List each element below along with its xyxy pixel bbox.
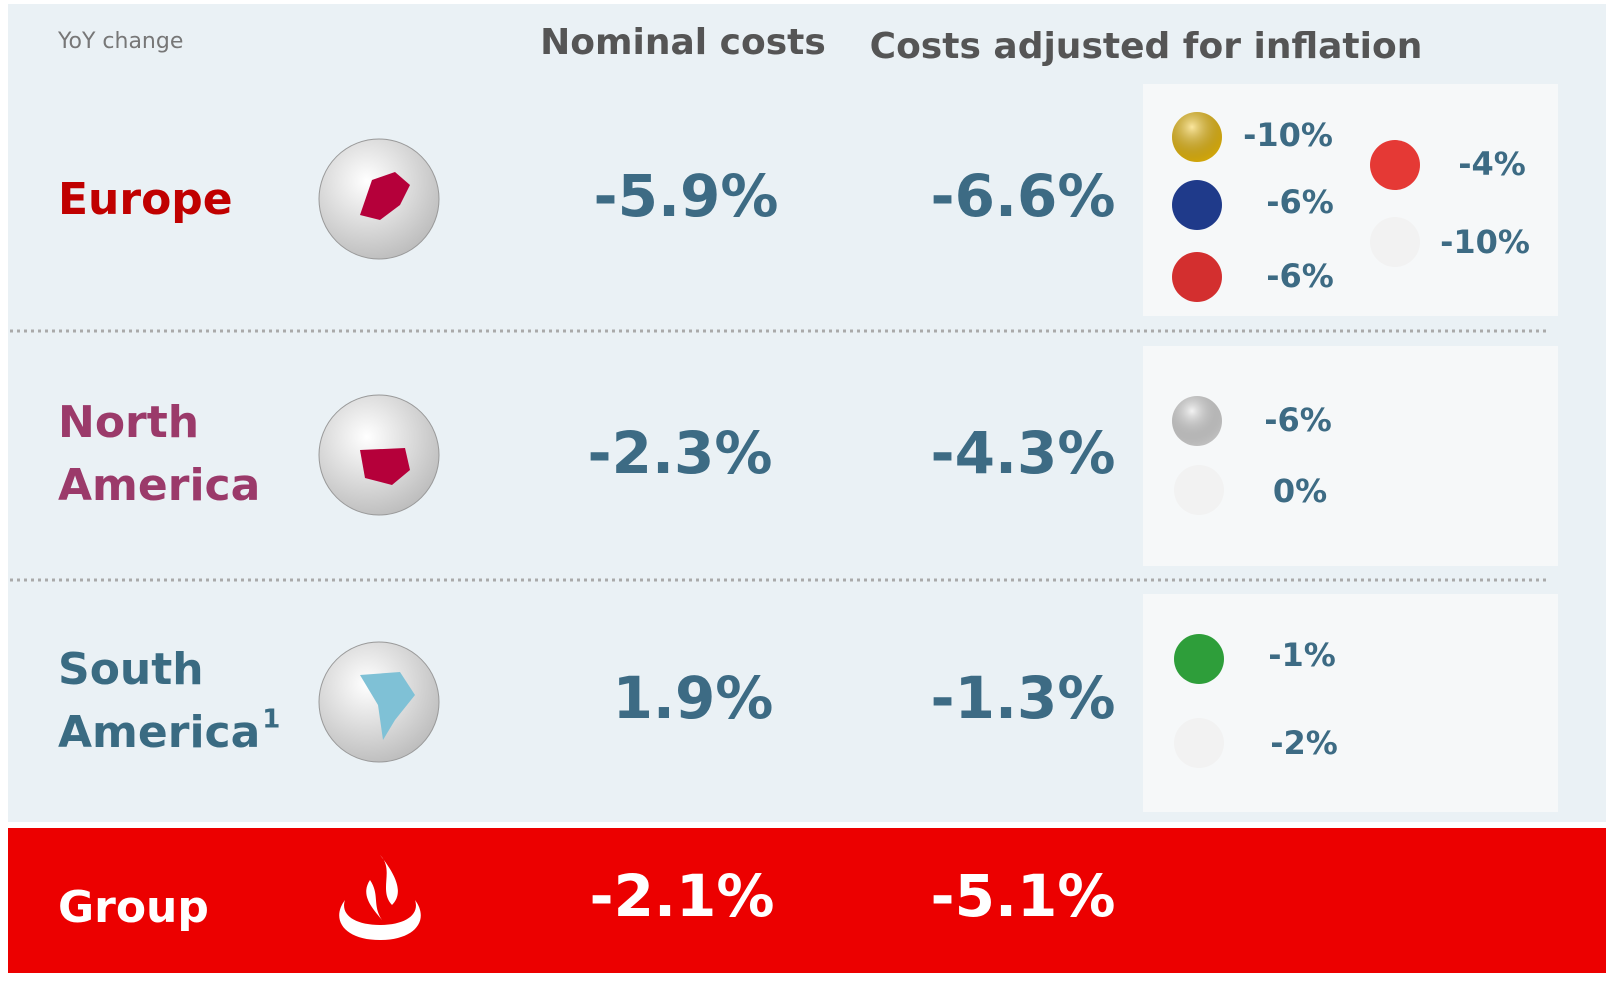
note: YoY change: [57, 29, 183, 54]
globe: [318, 394, 440, 516]
globe: [318, 138, 440, 260]
group-label: Group: [58, 882, 209, 933]
adjusted: -1.3%: [931, 664, 1116, 732]
group-band: [8, 828, 1606, 973]
country-panel: [1143, 594, 1558, 812]
adjusted: -5.1%: [931, 862, 1116, 930]
globe: [318, 641, 440, 763]
country-value: -2%: [1270, 724, 1338, 762]
nominal: -2.3%: [588, 419, 773, 487]
country-value: -1%: [1268, 636, 1336, 674]
country-panel: [1143, 346, 1558, 566]
column-header: Costs adjusted for inflation: [870, 26, 1423, 67]
region: America: [58, 460, 260, 511]
flags: [1172, 112, 1420, 768]
nominal: -2.1%: [590, 862, 775, 930]
region: America: [58, 707, 260, 758]
country-value: -6%: [1264, 401, 1332, 439]
country-value: -6%: [1266, 257, 1334, 295]
country-value: -6%: [1266, 183, 1334, 221]
footnote: 1: [262, 705, 280, 735]
column-header: Nominal costs: [540, 22, 826, 63]
country-value: 0%: [1273, 472, 1327, 510]
nominal: 1.9%: [613, 664, 774, 732]
nominal: -5.9%: [594, 162, 779, 230]
region: South: [58, 644, 204, 695]
region: Europe: [58, 174, 233, 225]
adjusted: -6.6%: [931, 162, 1116, 230]
country-value: -10%: [1440, 223, 1530, 261]
region: North: [58, 397, 199, 448]
country-value: -10%: [1243, 116, 1333, 154]
logo: [339, 855, 421, 940]
country-value: -4%: [1458, 145, 1526, 183]
adjusted: -4.3%: [931, 419, 1116, 487]
